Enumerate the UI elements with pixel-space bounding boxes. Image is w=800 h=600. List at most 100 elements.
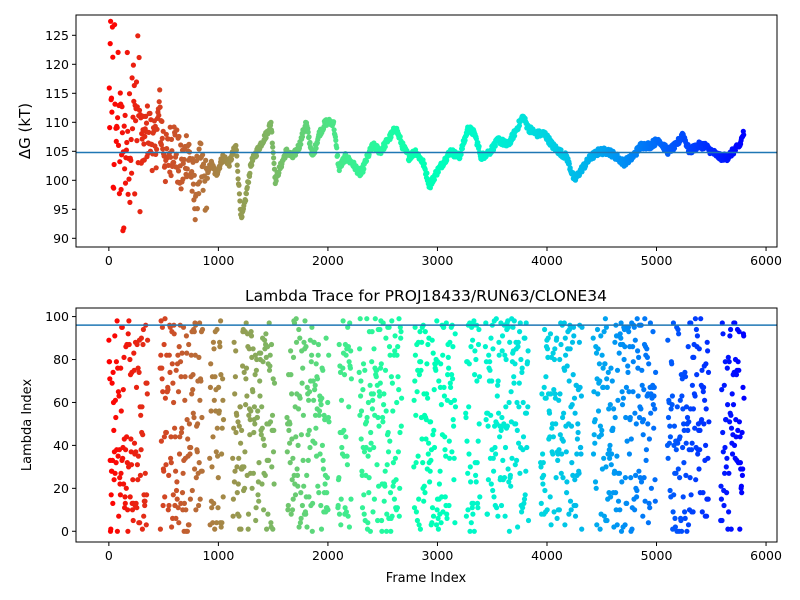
lambda-point: [617, 507, 622, 512]
dg-y-tick-label: 120: [45, 57, 69, 72]
lambda-point: [632, 411, 637, 416]
lambda-point: [109, 492, 114, 497]
dg-point: [160, 136, 165, 141]
dg-point: [125, 50, 130, 55]
lambda-point: [592, 432, 597, 437]
dg-point: [109, 110, 114, 115]
lambda-point: [516, 404, 521, 409]
lambda-point: [476, 342, 481, 347]
dg-x-ticks: 0 1000 2000 3000 4000 5000 6000: [105, 247, 782, 268]
lambda-point: [512, 318, 517, 323]
lambda-point: [182, 398, 187, 403]
lambda-point: [231, 514, 236, 519]
lambda-point: [303, 511, 308, 516]
lambda-point: [477, 494, 482, 499]
lambda-point: [526, 518, 531, 523]
lambda-point: [180, 490, 185, 495]
lambda-point: [726, 471, 731, 476]
lambda-point: [475, 505, 480, 510]
lambda-point: [238, 527, 243, 532]
lambda-point: [651, 426, 656, 431]
lambda-point: [180, 351, 185, 356]
dg-point: [201, 188, 206, 193]
lambda-point: [393, 456, 398, 461]
lambda-point: [508, 473, 513, 478]
lambda-point: [705, 348, 710, 353]
dg-point: [120, 130, 125, 135]
lambda-point: [683, 516, 688, 521]
lambda-point: [196, 355, 201, 360]
lambda-point: [509, 389, 514, 394]
lambda-point: [325, 400, 330, 405]
lambda-point: [209, 408, 214, 413]
lambda-point: [430, 432, 435, 437]
dg-point: [164, 146, 169, 151]
lambda-point: [346, 514, 351, 519]
lambda-point: [425, 396, 430, 401]
lambda-point: [271, 449, 276, 454]
lambda-point: [671, 492, 676, 497]
lambda-point: [550, 451, 555, 456]
lambda-point: [557, 391, 562, 396]
dg-point: [196, 191, 201, 196]
lambda-point: [221, 494, 226, 499]
lambda-point: [394, 477, 399, 482]
lambda-point: [336, 503, 341, 508]
lambda-point: [395, 374, 400, 379]
lambda-point: [320, 368, 325, 373]
lambda-point: [216, 385, 221, 390]
lambda-point: [551, 434, 556, 439]
lambda-point: [677, 475, 682, 480]
lambda-point: [431, 428, 436, 433]
lambda-point: [652, 385, 657, 390]
lambda-point: [211, 501, 216, 506]
lambda-point: [629, 527, 634, 532]
lambda-point: [140, 432, 145, 437]
lambda-x-tick-label: 2000: [312, 548, 344, 563]
lambda-point: [121, 355, 126, 360]
dg-point: [197, 147, 202, 152]
lambda-point: [450, 376, 455, 381]
figure: 0 1000 2000 3000 4000 5000 6000 90951001051101…: [0, 0, 800, 600]
lambda-point: [255, 408, 260, 413]
lambda-point: [729, 527, 734, 532]
lambda-point: [570, 402, 575, 407]
lambda-point: [689, 492, 694, 497]
dg-point: [129, 137, 134, 142]
lambda-point: [348, 366, 353, 371]
lambda-point: [272, 481, 277, 486]
lambda-point: [243, 402, 248, 407]
lambda-point: [500, 458, 505, 463]
lambda-point: [387, 344, 392, 349]
lambda-point: [668, 488, 673, 493]
dg-point: [133, 118, 138, 123]
dg-point: [110, 55, 115, 60]
lambda-point: [430, 338, 435, 343]
lambda-point: [269, 464, 274, 469]
lambda-point: [722, 383, 727, 388]
lambda-point: [606, 370, 611, 375]
lambda-point: [236, 456, 241, 461]
lambda-point: [398, 329, 403, 334]
lambda-point: [298, 396, 303, 401]
lambda-point: [652, 406, 657, 411]
lambda-point: [316, 353, 321, 358]
lambda-point: [418, 368, 423, 373]
lambda-point: [602, 361, 607, 366]
lambda-point: [122, 494, 127, 499]
lambda-point: [388, 529, 393, 534]
dg-y-tick-label: 105: [45, 144, 69, 159]
lambda-point: [347, 359, 352, 364]
dg-point: [107, 85, 112, 90]
lambda-point: [645, 421, 650, 426]
lambda-point: [497, 434, 502, 439]
lambda-point: [190, 372, 195, 377]
lambda-point: [211, 346, 216, 351]
lambda-point: [579, 527, 584, 532]
lambda-point: [123, 447, 128, 452]
lambda-point: [288, 372, 293, 377]
lambda-point: [370, 406, 375, 411]
lambda-point: [325, 475, 330, 480]
lambda-point: [552, 346, 557, 351]
lambda-point: [296, 327, 301, 332]
